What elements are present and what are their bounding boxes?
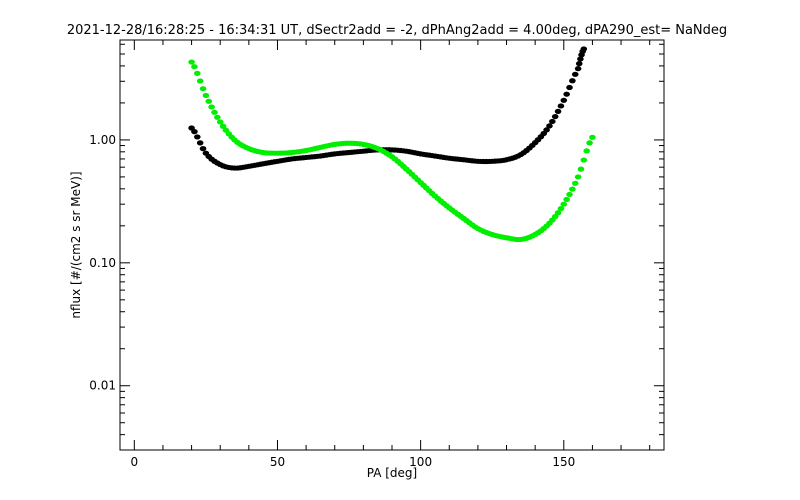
data-point (560, 201, 568, 207)
data-point (219, 123, 227, 129)
data-point (554, 210, 562, 216)
series-0-points (188, 46, 588, 171)
data-point (575, 61, 583, 67)
y-tick-label: 0.01 (89, 379, 116, 393)
data-point (589, 134, 596, 140)
x-axis-label: PA [deg] (367, 466, 417, 480)
axes-ticks: 0 50 100 150 0.01 0.10 1.00 (89, 40, 664, 469)
data-point (191, 64, 198, 70)
data-point (574, 174, 582, 180)
data-point (566, 84, 573, 91)
data-point (551, 113, 559, 120)
series-1-points (188, 59, 596, 243)
data-point (551, 213, 559, 220)
data-point (194, 134, 201, 140)
x-tick-label: 150 (552, 455, 575, 469)
data-point (571, 180, 579, 186)
data-point (196, 78, 204, 84)
data-point (188, 59, 195, 65)
data-point (205, 98, 213, 104)
plot-frame (119, 39, 665, 451)
x-tick-label: 100 (409, 455, 432, 469)
data-point (571, 71, 579, 77)
data-point (560, 97, 568, 103)
data-point (543, 127, 550, 133)
data-point (208, 104, 215, 110)
y-tick-label: 1.00 (89, 133, 116, 147)
data-point (574, 66, 582, 72)
data-point (557, 103, 565, 109)
data-series (188, 46, 596, 243)
x-tick-label: 50 (270, 455, 285, 469)
data-point (577, 56, 584, 62)
data-point (577, 166, 585, 172)
data-point (216, 119, 224, 125)
data-point (202, 92, 210, 99)
data-point (199, 86, 207, 92)
y-axis-label: nflux [#/(cm2 s sr MeV)] (69, 171, 83, 318)
data-point (557, 206, 565, 212)
data-point (196, 140, 204, 146)
data-point (554, 108, 562, 115)
data-point (563, 91, 570, 97)
y-tick-label: 0.10 (89, 256, 116, 270)
data-point (194, 70, 201, 76)
data-point (211, 109, 218, 115)
data-point (563, 196, 570, 203)
data-point (580, 46, 588, 52)
data-point (546, 123, 553, 129)
data-point (569, 186, 576, 192)
data-point (199, 146, 207, 152)
data-point (566, 191, 573, 198)
data-point (586, 140, 593, 146)
data-point (191, 129, 198, 135)
data-point (583, 148, 590, 154)
chart-title: 2021-12-28/16:28:25 - 16:34:31 UT, dSect… (67, 23, 727, 38)
x-tick-label: 0 (130, 455, 138, 469)
data-point (549, 118, 556, 125)
data-point (214, 114, 221, 120)
data-point (580, 157, 588, 163)
data-point (569, 78, 576, 84)
